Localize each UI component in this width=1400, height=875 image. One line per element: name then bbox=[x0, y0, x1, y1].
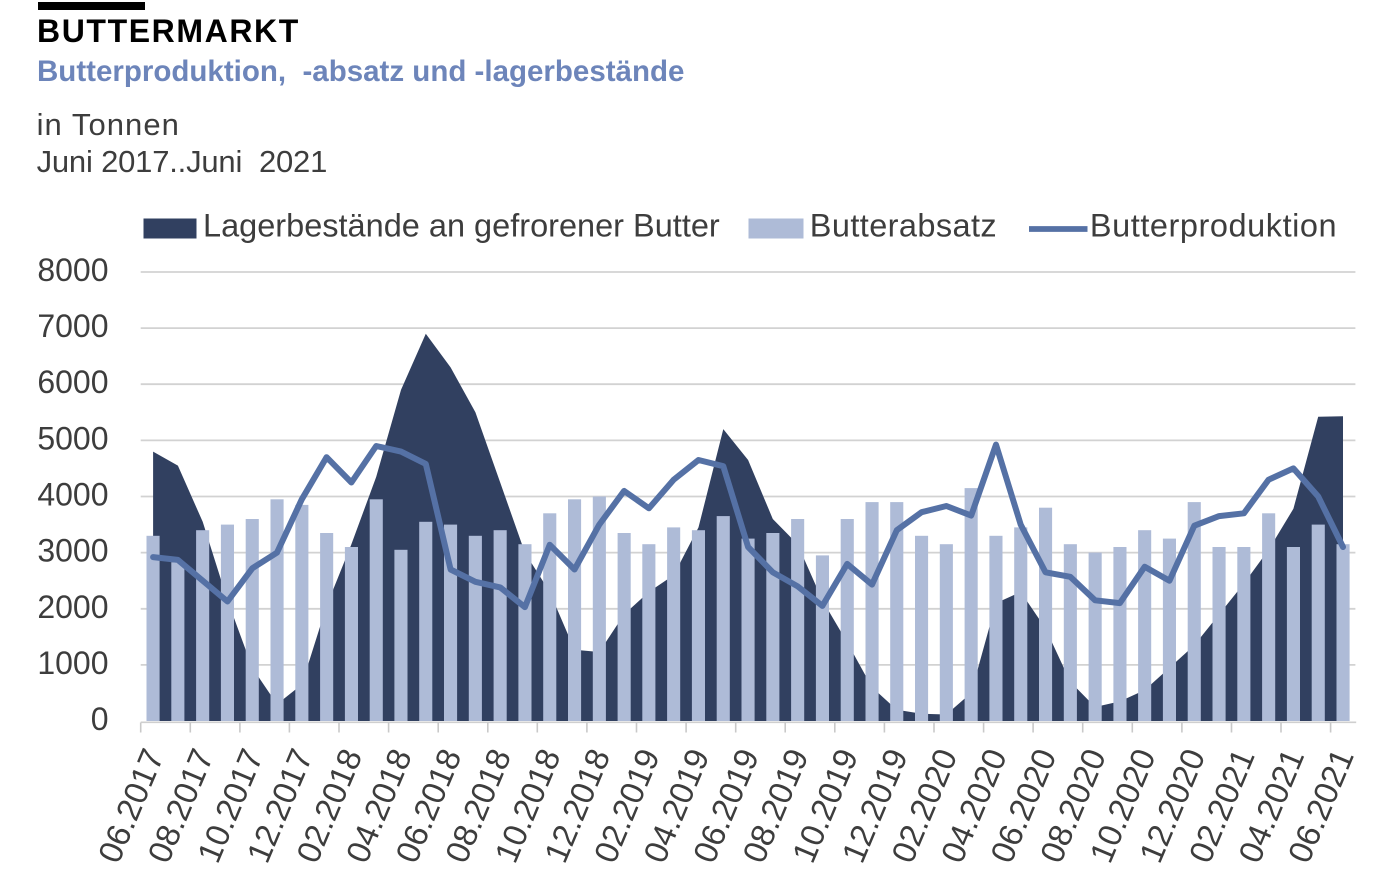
svg-text:7000: 7000 bbox=[37, 308, 108, 344]
svg-text:3000: 3000 bbox=[37, 533, 108, 569]
svg-text:Butterabsatz: Butterabsatz bbox=[810, 208, 997, 244]
svg-text:0: 0 bbox=[91, 701, 109, 737]
svg-text:Butterproduktion: Butterproduktion bbox=[1090, 208, 1337, 244]
svg-text:Lagerbestände an gefrorener Bu: Lagerbestände an gefrorener Butter bbox=[203, 208, 720, 244]
svg-text:4000: 4000 bbox=[37, 477, 108, 513]
svg-text:6000: 6000 bbox=[37, 364, 108, 400]
svg-text:5000: 5000 bbox=[37, 420, 108, 456]
svg-text:1000: 1000 bbox=[37, 645, 108, 681]
svg-text:2000: 2000 bbox=[37, 589, 108, 625]
svg-text:8000: 8000 bbox=[37, 252, 108, 288]
